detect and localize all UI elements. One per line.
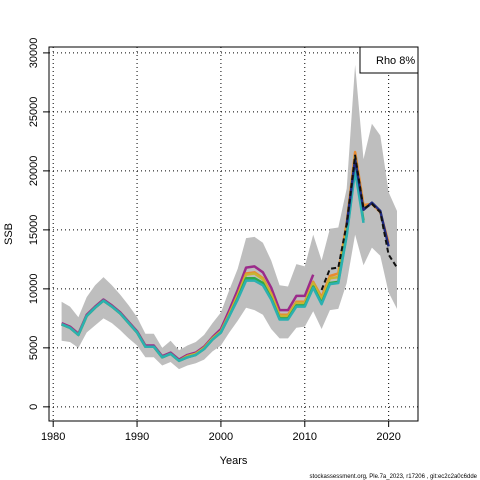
y-tick-label: 15000 bbox=[28, 215, 40, 246]
confidence-band-area bbox=[61, 64, 397, 370]
x-tick-label: 2000 bbox=[209, 431, 233, 443]
y-tick-label: 0 bbox=[28, 404, 40, 410]
y-tick-label: 5000 bbox=[28, 336, 40, 360]
confidence-band bbox=[61, 64, 397, 370]
x-tick-label: 2010 bbox=[293, 431, 317, 443]
y-tick-label: 20000 bbox=[28, 156, 40, 187]
footer-credit: stockassessment.org, Ple.7a_2023, r17206… bbox=[310, 474, 478, 480]
x-tick-label: 1990 bbox=[125, 431, 149, 443]
y-axis: 0 5000 10000 15000 20000 25000 30000 bbox=[28, 38, 49, 410]
series-lines bbox=[61, 150, 398, 363]
legend-label: Rho 8% bbox=[376, 55, 415, 67]
y-tick-label: 10000 bbox=[28, 274, 40, 305]
series-line-7 bbox=[320, 154, 398, 291]
legend: Rho 8% bbox=[359, 46, 419, 74]
series-line-5 bbox=[61, 169, 365, 363]
y-axis-title: SSB bbox=[3, 223, 15, 245]
legend-box bbox=[359, 46, 419, 74]
x-axis: 1980 1990 2000 2010 2020 bbox=[41, 421, 401, 443]
y-tick-label: 25000 bbox=[28, 97, 40, 128]
y-tick-label: 30000 bbox=[28, 38, 40, 69]
x-tick-label: 2020 bbox=[376, 431, 400, 443]
plot-frame bbox=[48, 46, 419, 422]
x-axis-title: Years bbox=[220, 455, 248, 467]
x-tick-label: 1980 bbox=[41, 431, 65, 443]
